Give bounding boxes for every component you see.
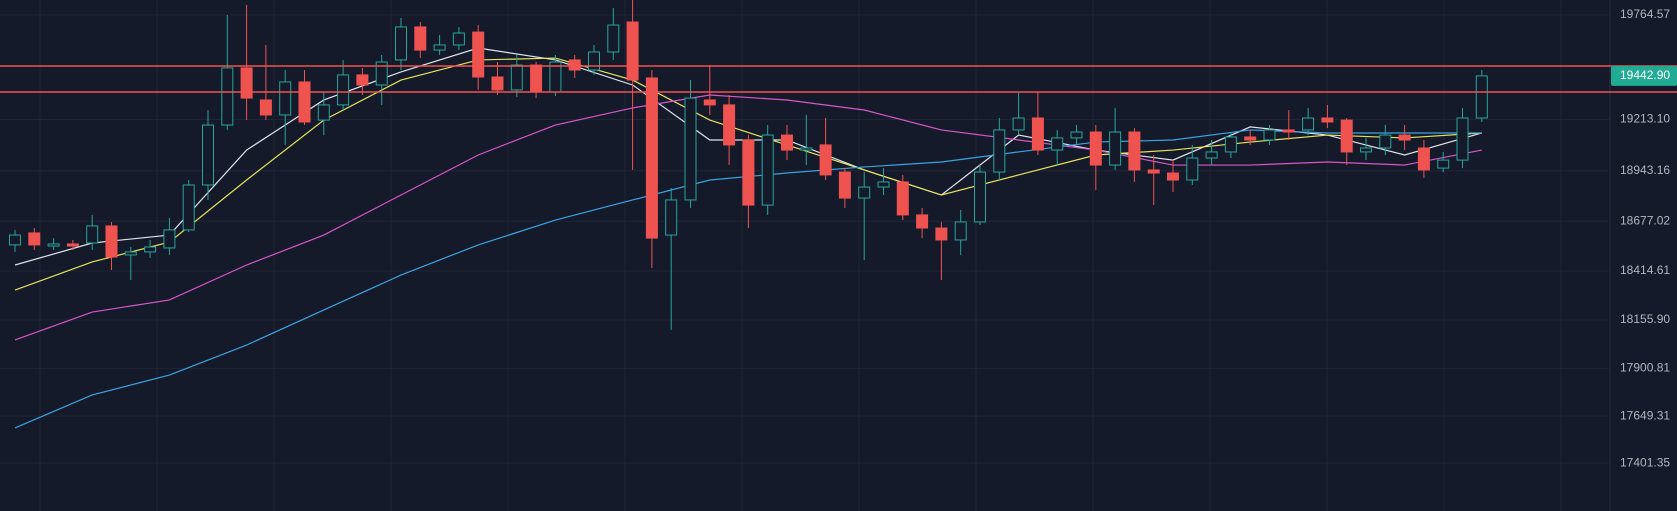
- candle-body: [1456, 117, 1469, 161]
- candle-body: [626, 21, 639, 81]
- candle-body: [240, 67, 253, 99]
- y-tick-label: 19764.57: [1620, 7, 1670, 21]
- candle-body: [1147, 169, 1160, 174]
- candle-body: [1417, 147, 1430, 171]
- candle-body: [472, 31, 485, 78]
- y-tick-label: 19213.10: [1620, 112, 1670, 126]
- candle-body: [800, 147, 813, 151]
- candle-body: [877, 181, 890, 188]
- candle-body: [298, 81, 311, 123]
- moving-average-line: [14, 94, 1482, 341]
- candle-body: [761, 134, 774, 206]
- candle-body: [105, 225, 118, 258]
- candle-body: [1128, 131, 1141, 171]
- last-price-badge: [1611, 65, 1677, 86]
- candle-body: [993, 129, 1006, 173]
- candle-body: [723, 104, 736, 146]
- candle-body: [1051, 137, 1064, 151]
- candle-body: [530, 64, 543, 93]
- candle-body: [1070, 131, 1083, 139]
- candle-body: [182, 184, 195, 231]
- candle-body: [337, 74, 350, 106]
- candle-body: [1012, 117, 1025, 131]
- candle-body: [1398, 134, 1411, 141]
- candle-body: [124, 251, 137, 256]
- candle-body: [414, 26, 427, 51]
- y-tick-label: 18155.90: [1620, 312, 1670, 326]
- candle-body: [1282, 129, 1295, 133]
- y-tick-label: 17900.81: [1620, 361, 1670, 375]
- candle-body: [607, 24, 620, 53]
- candle-body: [1321, 117, 1334, 123]
- candle-body: [974, 171, 986, 223]
- candle-body: [1302, 117, 1315, 131]
- y-tick-label: 18943.16: [1620, 163, 1670, 177]
- candle-body: [66, 243, 79, 247]
- y-tick-label: 18677.02: [1620, 213, 1670, 227]
- candle-body: [1244, 136, 1257, 141]
- y-tick-label: 17649.31: [1620, 408, 1670, 422]
- candle-body: [684, 97, 697, 201]
- y-tick-label: 17401.35: [1620, 455, 1670, 469]
- y-tick-label: 18414.61: [1620, 263, 1670, 277]
- candle-body: [1263, 129, 1276, 141]
- last-price-label: 19442.90: [1620, 68, 1670, 82]
- candle-body: [703, 99, 716, 106]
- candle-body: [1089, 131, 1102, 166]
- candle-body: [1340, 119, 1353, 153]
- candle-body: [1224, 136, 1237, 153]
- candle-body: [896, 181, 909, 216]
- candle-body: [1186, 157, 1199, 181]
- candle-body: [1360, 147, 1372, 153]
- moving-average-line: [14, 57, 1482, 291]
- candle-body: [356, 74, 369, 86]
- candle-body: [1031, 117, 1044, 151]
- candle-body: [935, 227, 948, 241]
- candle-body: [279, 81, 292, 116]
- candle-body: [86, 225, 99, 244]
- candle-body: [858, 186, 871, 199]
- candle-body: [433, 44, 446, 51]
- candle-body: [510, 64, 523, 91]
- candle-body: [317, 104, 330, 121]
- candle-body: [781, 134, 793, 151]
- candle-body: [1437, 159, 1450, 169]
- candle-body: [47, 243, 60, 247]
- candle-body: [1109, 131, 1122, 166]
- candle-body: [838, 171, 851, 199]
- candle-body: [742, 139, 755, 206]
- candle-body: [395, 26, 407, 61]
- candle-body: [665, 199, 678, 236]
- candle-body: [1475, 75, 1488, 119]
- candle-body: [221, 67, 234, 126]
- candle-body: [28, 232, 41, 246]
- candle-body: [163, 229, 176, 249]
- candle-body: [916, 214, 929, 229]
- candle-body: [9, 234, 21, 246]
- candle-body: [645, 77, 658, 239]
- candle-body: [144, 246, 157, 253]
- candle-body: [568, 59, 581, 71]
- candle-body: [1379, 134, 1392, 149]
- candle-body: [1205, 151, 1218, 159]
- candle-body: [202, 124, 214, 186]
- candle-body: [819, 144, 832, 176]
- candle-body: [588, 51, 600, 71]
- candle-body: [491, 76, 504, 91]
- candle-body: [259, 99, 272, 116]
- candle-body: [954, 221, 967, 241]
- candle-body: [1167, 172, 1179, 181]
- candle-body: [452, 32, 465, 46]
- candle-body: [375, 61, 388, 86]
